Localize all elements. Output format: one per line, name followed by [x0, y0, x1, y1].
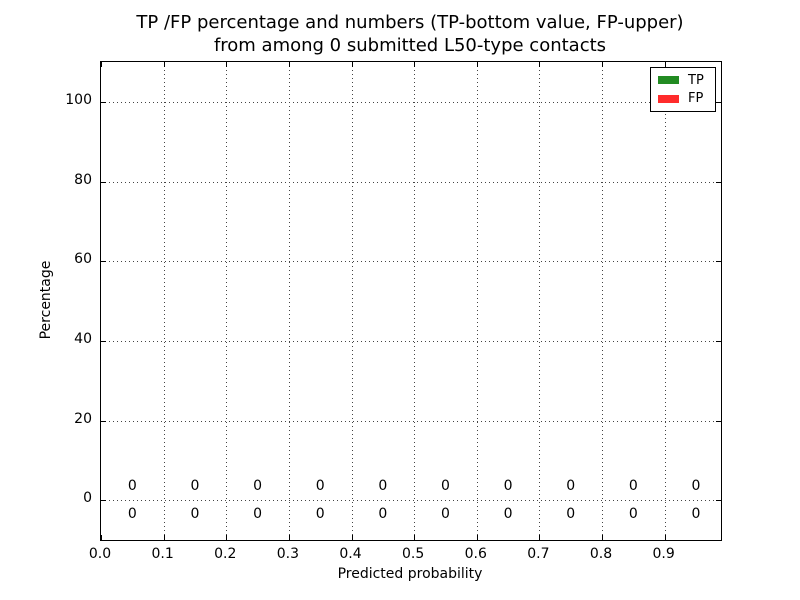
y-tick-label: 40 [74, 330, 92, 347]
gridline-vertical [664, 62, 666, 540]
x-tick-label: 0.6 [464, 546, 487, 562]
y-axis-label: Percentage [38, 260, 54, 340]
y-tick-mark [716, 101, 721, 103]
y-tick-mark [716, 261, 721, 263]
annotation-tp: 0 [253, 506, 263, 523]
gridline-vertical [163, 62, 165, 540]
y-tick-mark [101, 420, 106, 422]
legend-label-tp: TP [688, 72, 704, 88]
y-tick-mark [716, 500, 721, 502]
plot-area: 0 0 0 0 0 0 0 0 0 0 0 0 0 0 0 0 0 0 0 0 [100, 61, 722, 541]
x-tick-mark [226, 62, 228, 67]
annotation-fp: 0 [378, 478, 388, 495]
x-tick-label: 0.4 [339, 546, 362, 562]
annotation-tp: 0 [127, 506, 137, 523]
annotation-tp: 0 [378, 506, 388, 523]
y-tick-label: 80 [74, 171, 92, 188]
x-tick-mark [664, 535, 666, 540]
gridline-horizontal [101, 181, 721, 183]
annotation-fp: 0 [503, 478, 513, 495]
x-tick-mark [101, 535, 102, 540]
x-tick-mark [539, 62, 541, 67]
x-tick-label: 0.5 [401, 546, 425, 562]
gridline-vertical [476, 62, 478, 540]
tp-color-swatch-icon [658, 76, 679, 85]
gridline-vertical [602, 62, 603, 540]
x-tick-mark [226, 535, 228, 540]
annotation-fp: 0 [253, 478, 263, 495]
gridline-horizontal [101, 420, 721, 422]
gridline-vertical [539, 62, 541, 540]
x-tick-mark [414, 535, 416, 540]
x-tick-label: 0.1 [151, 546, 174, 562]
annotation-fp: 0 [315, 478, 325, 495]
x-tick-mark [351, 535, 353, 540]
y-tick-label: 20 [74, 410, 92, 427]
x-tick-label: 0.9 [652, 546, 675, 562]
x-tick-mark [163, 535, 165, 540]
x-axis-label: Predicted probability [337, 566, 483, 582]
gridline-vertical [226, 62, 228, 540]
y-tick-mark [716, 181, 721, 183]
x-tick-mark [288, 62, 290, 67]
annotation-tp: 0 [440, 506, 450, 523]
legend-label-fp: FP [688, 91, 704, 107]
x-tick-mark [476, 62, 478, 67]
annotation-fp: 0 [628, 478, 638, 495]
gridline-vertical [288, 62, 290, 540]
y-tick-mark [101, 261, 106, 263]
gridline-horizontal [101, 340, 721, 342]
x-tick-mark [476, 535, 478, 540]
x-tick-mark [664, 62, 666, 67]
fp-color-swatch-icon [658, 94, 679, 103]
x-tick-mark [539, 535, 541, 540]
x-tick-mark [101, 62, 102, 67]
y-tick-mark [101, 181, 106, 183]
y-tick-mark [716, 420, 721, 422]
chart-title-line-2: from among 0 submitted L50-type contacts [213, 35, 607, 56]
annotation-fp: 0 [691, 478, 701, 495]
annotation-fp: 0 [127, 478, 137, 495]
x-tick-label: 0.2 [214, 546, 237, 562]
annotation-fp: 0 [190, 478, 200, 495]
annotation-tp: 0 [190, 506, 200, 523]
x-tick-mark [602, 535, 603, 540]
x-tick-label: 0.7 [527, 546, 550, 562]
annotation-fp: 0 [566, 478, 576, 495]
annotation-tp: 0 [628, 506, 638, 523]
y-tick-mark [101, 101, 106, 103]
annotation-tp: 0 [566, 506, 576, 523]
x-tick-label: 0.0 [88, 546, 112, 562]
x-tick-mark [163, 62, 165, 67]
legend-entry-tp: TP [658, 74, 709, 87]
legend: TP FP [650, 67, 716, 112]
gridline-horizontal [101, 500, 721, 502]
y-tick-label: 0 [83, 490, 92, 507]
x-tick-mark [351, 62, 353, 67]
annotation-tp: 0 [315, 506, 325, 523]
y-tick-label: 100 [65, 91, 92, 108]
x-tick-mark [602, 62, 603, 67]
y-tick-label: 60 [74, 251, 92, 268]
y-tick-mark [101, 500, 106, 502]
legend-entry-fp: FP [658, 92, 709, 105]
chart-title: TP /FP percentage and numbers (TP-bottom… [100, 11, 720, 57]
annotation-fp: 0 [440, 478, 450, 495]
annotation-tp: 0 [503, 506, 513, 523]
gridline-horizontal [101, 261, 721, 263]
x-tick-mark [288, 535, 290, 540]
annotation-tp: 0 [691, 506, 701, 523]
x-tick-mark [414, 62, 416, 67]
y-tick-mark [101, 340, 106, 342]
x-tick-label: 0.3 [276, 546, 300, 562]
gridline-horizontal [101, 101, 721, 103]
gridline-vertical [351, 62, 353, 540]
x-tick-label: 0.8 [589, 546, 613, 562]
chart-title-line-1: TP /FP percentage and numbers (TP-bottom… [136, 12, 684, 33]
y-tick-mark [716, 340, 721, 342]
gridline-vertical [414, 62, 416, 540]
